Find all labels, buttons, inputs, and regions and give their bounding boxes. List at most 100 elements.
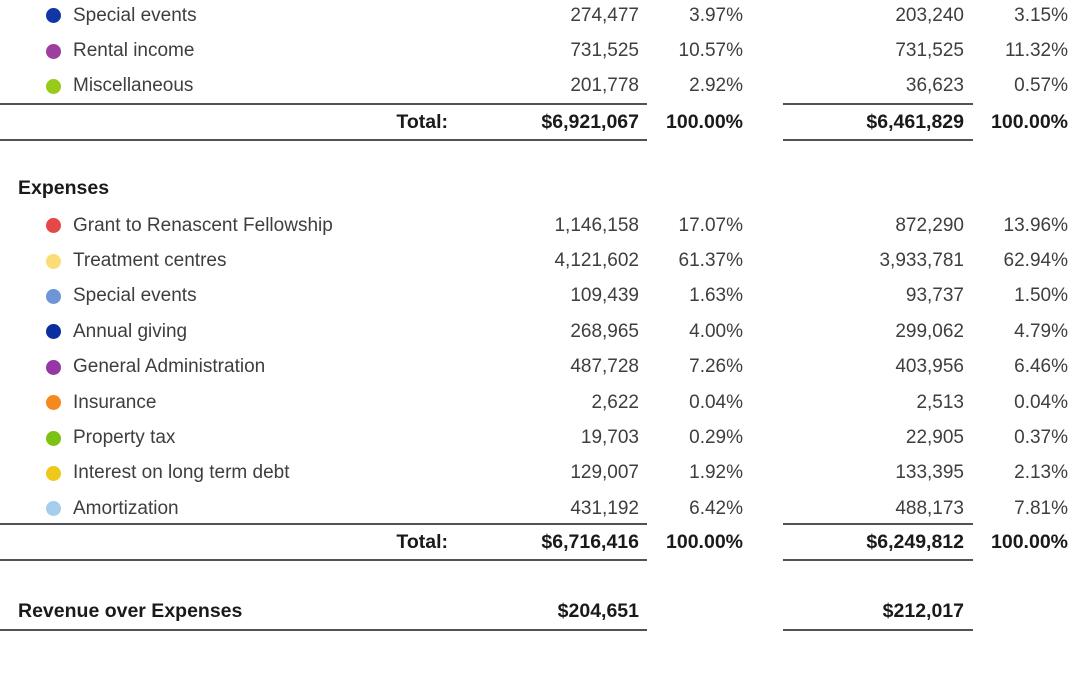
percent-prior-year: 4.79% — [1014, 320, 1068, 342]
percent-current-year: 1.92% — [689, 462, 743, 484]
percent-prior-year: 0.37% — [1014, 427, 1068, 449]
revenue-total-row: Total: $6,921,067 100.00% $6,461,829 100… — [0, 103, 1068, 141]
net-amount-prior-year: $212,017 — [882, 599, 964, 622]
category-label: Interest on long term debt — [73, 462, 290, 484]
revenue-total-percent-current-year: 100.00% — [666, 110, 743, 133]
table-row: Interest on long term debt 129,007 1.92%… — [0, 456, 1068, 491]
table-row: Insurance 2,622 0.04% 2,513 0.04% — [0, 385, 1068, 420]
amount-current-year: 4,121,602 — [554, 250, 639, 272]
amount-prior-year: 203,240 — [895, 4, 964, 26]
category-cell: Miscellaneous — [0, 75, 460, 97]
table-row: Miscellaneous 201,778 2.92% 36,623 0.57% — [0, 69, 1068, 104]
expenses-total-percent-prior-year: 100.00% — [991, 530, 1068, 553]
amount-prior-year: 488,173 — [895, 497, 964, 519]
category-bullet-icon — [46, 395, 61, 411]
percent-prior-year: 0.57% — [1014, 75, 1068, 97]
amount-prior-year: 36,623 — [905, 75, 964, 97]
percent-current-year: 4.00% — [689, 320, 743, 342]
amount-prior-year: 22,905 — [905, 427, 964, 449]
amount-prior-year: 3,933,781 — [879, 250, 964, 272]
percent-prior-year: 1.50% — [1014, 285, 1068, 307]
percent-prior-year: 62.94% — [1003, 250, 1068, 272]
amount-prior-year: 133,395 — [895, 462, 964, 484]
divider-line — [783, 523, 973, 525]
percent-current-year: 2.92% — [689, 75, 743, 97]
expense-rows: Grant to Renascent Fellowship 1,146,158 … — [0, 208, 1068, 527]
category-label: General Administration — [73, 356, 266, 378]
amount-prior-year: 403,956 — [895, 356, 964, 378]
table-row: General Administration 487,728 7.26% 403… — [0, 350, 1068, 385]
category-bullet-icon — [46, 324, 61, 340]
table-row: Special events 274,477 3.97% 203,240 3.1… — [0, 0, 1068, 33]
category-label: Amortization — [73, 497, 179, 519]
table-row: Rental income 731,525 10.57% 731,525 11.… — [0, 33, 1068, 68]
amount-current-year: 129,007 — [570, 462, 639, 484]
revenue-over-expenses-label: Revenue over Expenses — [18, 599, 243, 622]
divider-line — [783, 139, 973, 141]
amount-prior-year: 2,513 — [916, 391, 964, 413]
amount-current-year: 201,778 — [570, 75, 639, 97]
percent-prior-year: 11.32% — [1004, 40, 1068, 62]
category-cell: Annual giving — [0, 321, 460, 343]
category-bullet-icon — [46, 501, 61, 517]
category-cell: Interest on long term debt — [0, 462, 460, 484]
category-bullet-icon — [46, 78, 61, 94]
amount-current-year: 274,477 — [570, 4, 639, 26]
percent-prior-year: 6.46% — [1014, 356, 1068, 378]
amount-current-year: 2,622 — [591, 391, 639, 413]
category-bullet-icon — [46, 288, 61, 304]
category-label: Annual giving — [73, 320, 188, 342]
percent-prior-year: 2.13% — [1014, 462, 1068, 484]
amount-current-year: 1,146,158 — [554, 214, 639, 236]
divider-line — [0, 523, 647, 525]
category-label: Rental income — [73, 40, 195, 62]
percent-current-year: 10.57% — [678, 40, 743, 62]
table-row: Grant to Renascent Fellowship 1,146,158 … — [0, 208, 1068, 243]
net-amount-current-year: $204,651 — [557, 599, 639, 622]
percent-prior-year: 0.04% — [1014, 391, 1068, 413]
expenses-total-amount-current-year: $6,716,416 — [541, 530, 639, 553]
category-cell: Special events — [0, 285, 460, 307]
amount-current-year: 109,439 — [570, 285, 639, 307]
amount-prior-year: 731,525 — [895, 40, 964, 62]
category-cell: Property tax — [0, 427, 460, 449]
percent-current-year: 0.29% — [689, 427, 743, 449]
divider-line — [0, 139, 647, 141]
revenue-over-expenses-row: Revenue over Expenses $204,651 $212,017 — [0, 592, 1068, 630]
category-bullet-icon — [46, 43, 61, 59]
amount-current-year: 19,703 — [580, 427, 639, 449]
category-label: Miscellaneous — [73, 75, 194, 97]
category-cell: Insurance — [0, 392, 460, 414]
category-label: Special events — [73, 4, 197, 26]
category-label: Property tax — [73, 427, 176, 449]
category-cell: Rental income — [0, 40, 460, 62]
table-row: Treatment centres 4,121,602 61.37% 3,933… — [0, 243, 1068, 278]
percent-current-year: 0.04% — [689, 391, 743, 413]
revenue-total-percent-prior-year: 100.00% — [991, 110, 1068, 133]
category-cell: Special events — [0, 5, 460, 27]
divider-line — [783, 629, 973, 631]
table-row: Amortization 431,192 6.42% 488,173 7.81% — [0, 491, 1068, 526]
category-label: Treatment centres — [73, 250, 227, 272]
category-bullet-icon — [46, 253, 61, 269]
expenses-total-percent-current-year: 100.00% — [666, 530, 743, 553]
category-label: Special events — [73, 285, 197, 307]
table-row: Annual giving 268,965 4.00% 299,062 4.79… — [0, 314, 1068, 349]
divider-line — [783, 559, 973, 561]
percent-current-year: 3.97% — [689, 4, 743, 26]
category-bullet-icon — [46, 359, 61, 375]
percent-current-year: 6.42% — [689, 497, 743, 519]
category-bullet-icon — [46, 465, 61, 481]
table-row: Property tax 19,703 0.29% 22,905 0.37% — [0, 420, 1068, 455]
revenue-total-amount-prior-year: $6,461,829 — [866, 110, 964, 133]
divider-line — [0, 103, 647, 105]
amount-prior-year: 299,062 — [895, 320, 964, 342]
category-cell: Amortization — [0, 498, 460, 520]
category-bullet-icon — [46, 8, 61, 24]
divider-line — [0, 629, 647, 631]
percent-prior-year: 3.15% — [1014, 4, 1068, 26]
percent-current-year: 17.07% — [678, 214, 743, 236]
amount-current-year: 431,192 — [570, 497, 639, 519]
amount-current-year: 487,728 — [570, 356, 639, 378]
